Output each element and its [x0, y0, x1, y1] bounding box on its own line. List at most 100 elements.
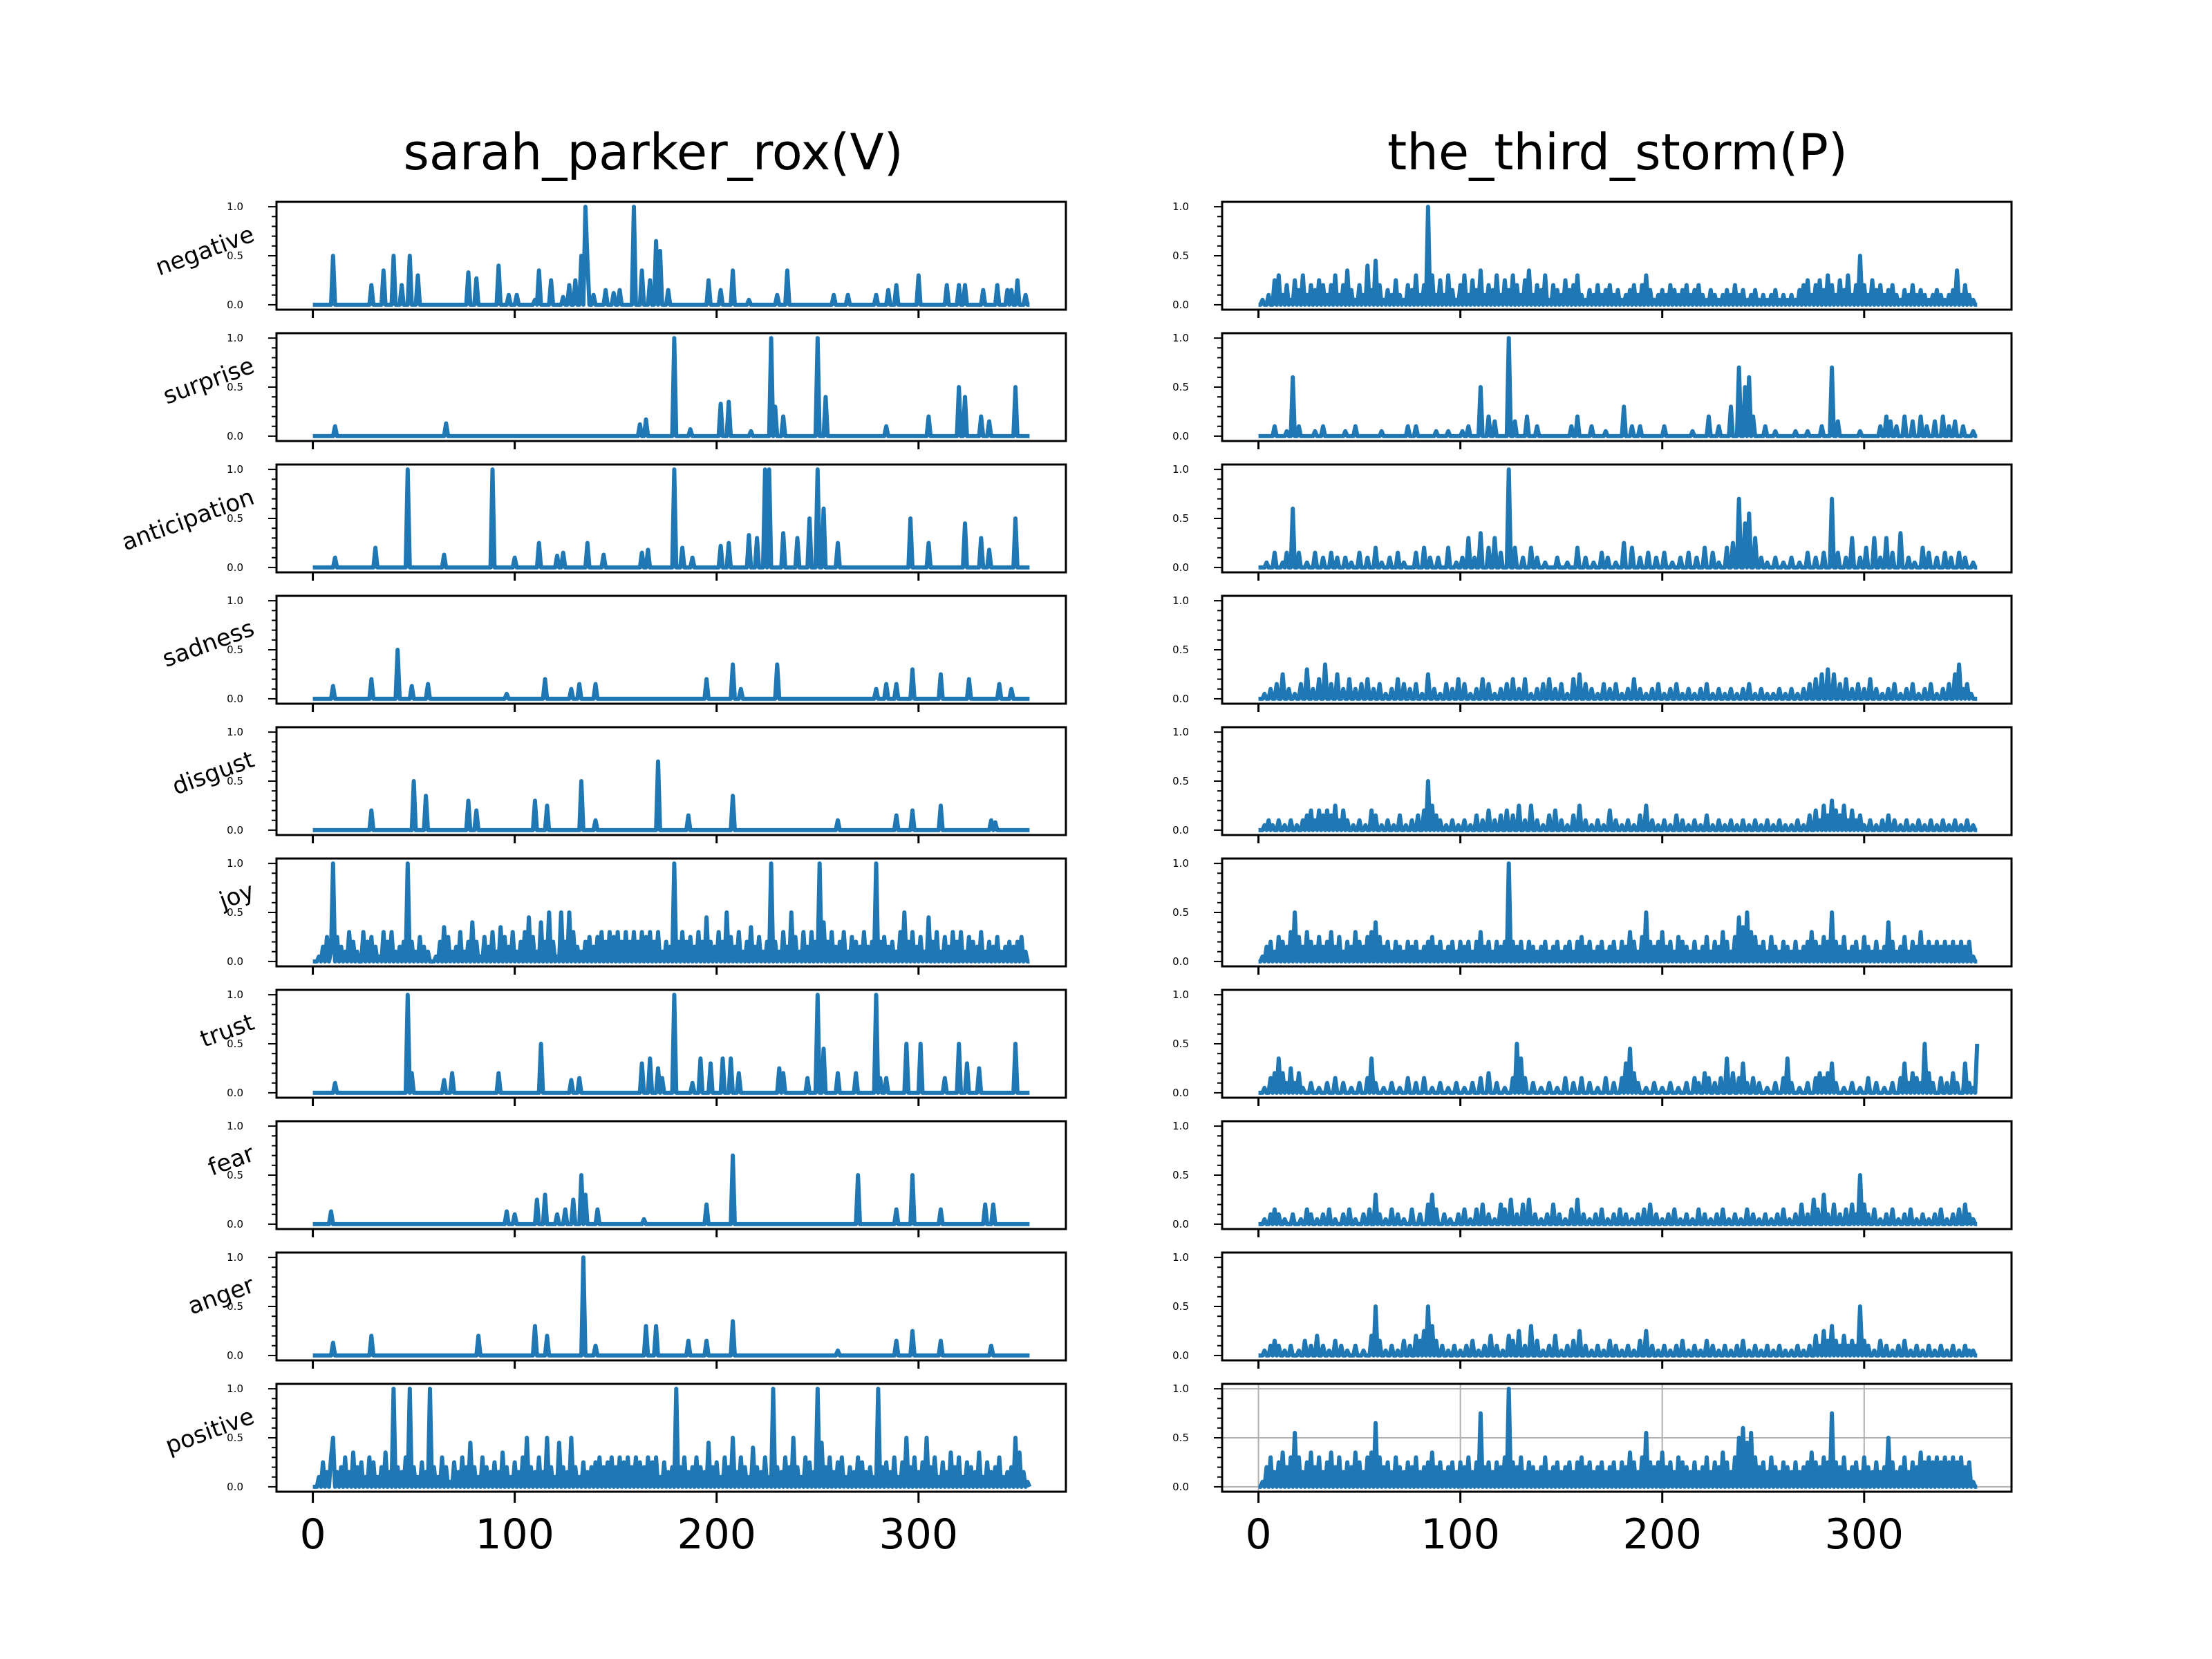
row-label-negative: negative	[152, 221, 258, 281]
ytick-label: 0.5	[1172, 1038, 1189, 1050]
ytick-label: 0.0	[227, 299, 243, 311]
ytick-label: 1.0	[227, 857, 243, 870]
ytick-label: 0.5	[227, 1169, 243, 1181]
series-line-surprise	[1258, 336, 1978, 438]
column-title-left: sarah_parker_rox(V)	[403, 123, 903, 181]
ytick-label: 0.5	[1172, 1300, 1189, 1313]
ytick-label: 0.0	[1172, 1087, 1189, 1099]
ytick-label: 1.0	[1172, 200, 1189, 213]
series-line-trust	[1258, 1042, 1980, 1095]
ytick-label: 0.0	[227, 430, 243, 442]
series-line-disgust	[1258, 779, 1978, 832]
ytick-label: 1.0	[227, 1120, 243, 1132]
ytick-label: 0.0	[1172, 1349, 1189, 1362]
panel-positive-0: 0.0 0.5 1.0 0 100 200 300 positive	[162, 1382, 1067, 1559]
ytick-label: 1.0	[227, 463, 243, 476]
ytick-label: 0.0	[1172, 693, 1189, 705]
xtick-label: 100	[475, 1510, 554, 1559]
ytick-label: 0.5	[227, 1300, 243, 1313]
panel-surprise-0: 0.0 0.5 1.0 surprise	[160, 332, 1067, 449]
series-line-anger	[312, 1255, 1030, 1358]
series-line-fear	[1258, 1173, 1978, 1226]
ytick-label: 0.0	[1172, 430, 1189, 442]
ytick-label: 0.5	[1172, 775, 1189, 787]
series-line-trust	[312, 993, 1030, 1095]
xtick-label: 200	[677, 1510, 756, 1559]
ytick-label: 0.5	[1172, 512, 1189, 525]
row-label-anger: anger	[184, 1271, 258, 1320]
ytick-label: 0.0	[227, 1218, 243, 1230]
panel-frame	[275, 1120, 1067, 1230]
series-line-disgust	[312, 759, 1030, 832]
ytick-label: 1.0	[1172, 594, 1189, 607]
ytick-label: 0.5	[1172, 381, 1189, 393]
panel-anticipation-1: 0.0 0.5 1.0	[1172, 463, 2013, 581]
ytick-label: 1.0	[1172, 857, 1189, 870]
series-line-positive	[312, 1387, 1032, 1489]
panel-disgust-0: 0.0 0.5 1.0 disgust	[169, 726, 1067, 843]
ytick-label: 0.0	[227, 1349, 243, 1362]
series-line-negative	[1258, 205, 1978, 307]
series-line-joy	[312, 861, 1030, 964]
panel-sadness-0: 0.0 0.5 1.0 sadness	[159, 594, 1067, 712]
series-line-anticipation	[312, 467, 1030, 570]
ytick-label: 1.0	[1172, 726, 1189, 738]
ytick-label: 1.0	[227, 332, 243, 344]
xtick-label: 0	[299, 1510, 326, 1559]
series-line-surprise	[312, 336, 1030, 438]
series-line-sadness	[1258, 662, 1978, 701]
ytick-label: 0.0	[1172, 1481, 1189, 1493]
row-label-surprise: surprise	[160, 352, 258, 410]
ytick-label: 1.0	[1172, 1382, 1189, 1395]
ytick-label: 1.0	[1172, 332, 1189, 344]
ytick-label: 0.5	[227, 644, 243, 656]
ytick-label: 0.5	[227, 250, 243, 262]
panel-negative-1: 0.0 0.5 1.0	[1172, 200, 2013, 318]
series-line-anger	[1258, 1304, 1978, 1358]
ytick-label: 0.5	[227, 775, 243, 787]
panel-positive-1: 0.0 0.5 1.0 0 100 200 300	[1172, 1382, 2013, 1559]
ytick-label: 0.5	[227, 512, 243, 525]
ytick-label: 1.0	[1172, 1120, 1189, 1132]
ytick-label: 1.0	[227, 726, 243, 738]
ytick-label: 0.5	[1172, 1169, 1189, 1181]
ytick-label: 1.0	[227, 988, 243, 1001]
ytick-label: 1.0	[1172, 1251, 1189, 1264]
series-line-sadness	[312, 648, 1030, 701]
xtick-label: 300	[1825, 1510, 1904, 1559]
panel-surprise-1: 0.0 0.5 1.0	[1172, 332, 2013, 449]
series-line-anticipation	[1258, 467, 1978, 570]
panel-fear-0: 0.0 0.5 1.0 fear	[205, 1120, 1067, 1237]
ytick-label: 0.5	[1172, 250, 1189, 262]
ytick-label: 0.0	[1172, 955, 1189, 968]
ytick-label: 0.5	[1172, 1432, 1189, 1444]
ytick-label: 0.0	[227, 955, 243, 968]
ytick-label: 0.5	[1172, 906, 1189, 919]
panel-frame	[275, 1251, 1067, 1362]
ytick-label: 0.0	[1172, 1218, 1189, 1230]
row-label-disgust: disgust	[169, 746, 258, 801]
ytick-label: 0.5	[227, 1038, 243, 1050]
row-label-positive: positive	[162, 1403, 258, 1460]
ytick-label: 0.0	[227, 1481, 243, 1493]
panel-anger-1: 0.0 0.5 1.0	[1172, 1251, 2013, 1369]
ytick-label: 1.0	[227, 1251, 243, 1264]
panel-fear-1: 0.0 0.5 1.0	[1172, 1120, 2013, 1237]
series-line-joy	[1258, 861, 1978, 964]
xtick-label: 200	[1622, 1510, 1702, 1559]
row-label-joy: joy	[215, 877, 258, 915]
column-title-right: the_third_storm(P)	[1387, 123, 1848, 181]
ytick-label: 0.0	[1172, 824, 1189, 836]
panel-disgust-1: 0.0 0.5 1.0	[1172, 726, 2013, 843]
panel-trust-1: 0.0 0.5 1.0	[1172, 988, 2013, 1106]
ytick-label: 0.5	[227, 906, 243, 919]
ytick-label: 0.0	[227, 1087, 243, 1099]
xtick-label: 100	[1421, 1510, 1500, 1559]
xtick-label: 0	[1245, 1510, 1271, 1559]
ytick-label: 0.5	[227, 1432, 243, 1444]
ytick-label: 0.5	[1172, 644, 1189, 656]
ytick-label: 0.0	[227, 561, 243, 574]
